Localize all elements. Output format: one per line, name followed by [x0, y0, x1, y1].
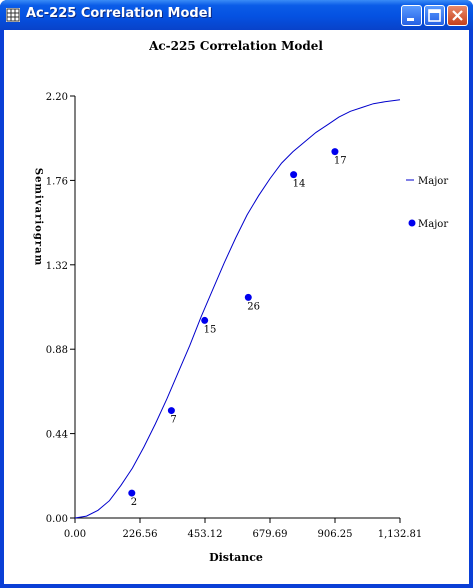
close-button[interactable] — [447, 5, 468, 26]
data-point — [331, 148, 339, 156]
y-tick-label: 0.00 — [46, 514, 68, 525]
y-axis-label: Semivariogram — [33, 168, 44, 266]
data-point — [244, 293, 252, 301]
minimize-button[interactable] — [401, 5, 422, 26]
point-label: 17 — [334, 156, 347, 167]
point-label: 7 — [170, 415, 176, 426]
title-bar[interactable]: Ac-225 Correlation Model — [0, 0, 473, 30]
data-point — [167, 407, 175, 415]
x-tick-label: 0.00 — [64, 529, 86, 540]
y-tick-label: 2.20 — [46, 92, 68, 103]
y-tick-label: 0.44 — [46, 430, 68, 441]
legend-point-swatch — [408, 219, 416, 227]
data-point — [290, 171, 298, 179]
legend-line-label: Major — [418, 176, 448, 187]
legend-point-label: Major — [418, 219, 448, 230]
chart-marks: 2 7 15 26 14 17 — [74, 99, 401, 519]
point-label: 15 — [204, 324, 217, 335]
x-tick-label: 1,132.81 — [378, 529, 423, 540]
minimize-icon — [407, 18, 414, 21]
x-tick-label: 906.25 — [318, 529, 353, 540]
grid-app-icon — [6, 8, 20, 22]
y-tick-label: 1.76 — [46, 176, 68, 187]
x-tick-label: 453.12 — [188, 529, 223, 540]
close-icon — [452, 10, 463, 21]
point-label: 2 — [131, 497, 137, 508]
chart-client-area: Ac-225 Correlation Model Distance Semiva… — [4, 30, 469, 584]
x-tick-label: 226.56 — [123, 529, 158, 540]
axes: 0.00 0.44 0.88 1.32 1.76 2.20 0.00 226.56 453.12… — [46, 92, 423, 540]
chart-title: Ac-225 Correlation Model — [148, 39, 323, 53]
x-axis-label: Distance — [209, 551, 263, 564]
model-curve-line — [74, 99, 401, 519]
maximize-button[interactable] — [424, 5, 445, 26]
y-tick-label: 1.32 — [46, 261, 68, 272]
data-point — [201, 316, 209, 324]
y-tick-label: 0.88 — [46, 345, 68, 356]
legend: Major Major — [406, 176, 448, 230]
point-label: 14 — [293, 179, 306, 190]
maximize-icon — [428, 9, 441, 22]
x-tick-label: 679.69 — [253, 529, 288, 540]
point-label: 26 — [247, 301, 260, 312]
window-title: Ac-225 Correlation Model — [26, 6, 212, 21]
semivariogram-chart: Ac-225 Correlation Model Distance Semiva… — [33, 39, 449, 564]
data-point — [128, 489, 136, 497]
